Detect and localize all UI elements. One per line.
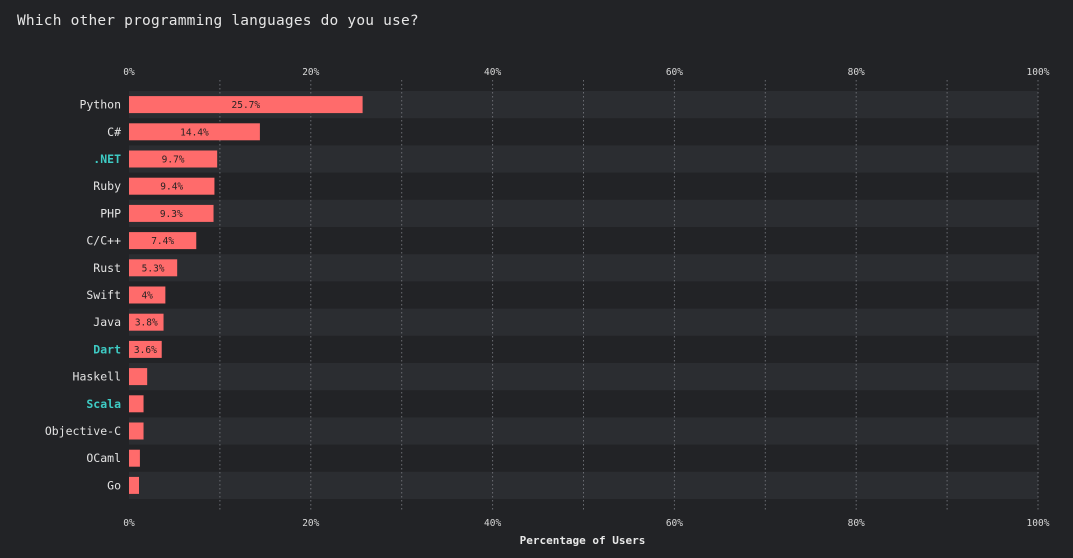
category-label: OCaml [86,451,121,465]
x-tick-label: 60% [666,518,683,529]
x-tick-label: 0% [123,67,135,78]
value-label: 3.6% [134,345,157,356]
bar [129,422,144,440]
value-label: 9.3% [160,209,183,220]
value-label: 7.4% [151,236,174,247]
bar [129,449,140,467]
category-label: Objective-C [45,424,121,438]
bar [129,340,162,358]
category-label: Python [79,98,121,112]
bar [129,259,178,277]
category-label: Go [107,478,121,492]
category-label: Swift [86,288,121,302]
bar [129,286,166,304]
category-label: Haskell [73,370,121,384]
x-tick-label: 100% [1027,518,1050,529]
x-tick-label: 20% [302,518,319,529]
value-label: 4% [141,291,153,302]
x-tick-label: 20% [302,67,319,78]
bottom-axis-ticks: 0% 20% 40% 60% 80% 100% [123,518,1049,529]
x-tick-label: 80% [848,518,865,529]
category-label: Ruby [93,179,121,193]
value-label: 3.8% [135,318,158,329]
chart-question-title: Which other programming languages do you… [17,13,419,29]
x-tick-label: 40% [484,67,501,78]
x-tick-label: 0% [123,518,135,529]
value-label: 25.7% [232,100,261,111]
bar [129,395,144,413]
value-label: 9.4% [160,182,183,193]
category-label: Java [93,315,121,329]
value-label: 5.3% [142,263,165,274]
category-label: C/C++ [86,234,121,248]
bar [129,96,363,114]
bar [129,313,164,331]
bar [129,123,260,141]
category-label: Dart [93,342,121,356]
x-tick-label: 80% [848,67,865,78]
value-label: 9.7% [162,155,185,166]
bar [129,204,214,222]
bars [129,96,363,494]
value-labels: 25.7% 14.4% 9.7% 9.4% 9.3% 7.4% 5.3% 4% 3.8% 3.6% [134,100,260,356]
category-label: PHP [100,206,121,220]
x-tick-label: 40% [484,518,501,529]
category-label: Rust [93,261,121,275]
bar [129,232,197,250]
x-tick-label: 100% [1027,67,1050,78]
bar [129,368,148,386]
category-label: Scala [86,397,121,411]
value-label: 14.4% [180,127,209,138]
category-labels: Python C# .NET Ruby PHP C/C++ Rust Swift Java Dar… [45,98,121,493]
x-axis-label: Percentage of Users [520,534,646,547]
category-label: C# [107,125,121,139]
bar [129,177,215,195]
top-axis-ticks: 0% 20% 40% 60% 80% 100% [123,67,1049,78]
grid-lines [219,80,1039,512]
bar [129,476,139,494]
category-label: .NET [93,152,121,166]
bar [129,150,218,168]
x-tick-label: 60% [666,67,683,78]
